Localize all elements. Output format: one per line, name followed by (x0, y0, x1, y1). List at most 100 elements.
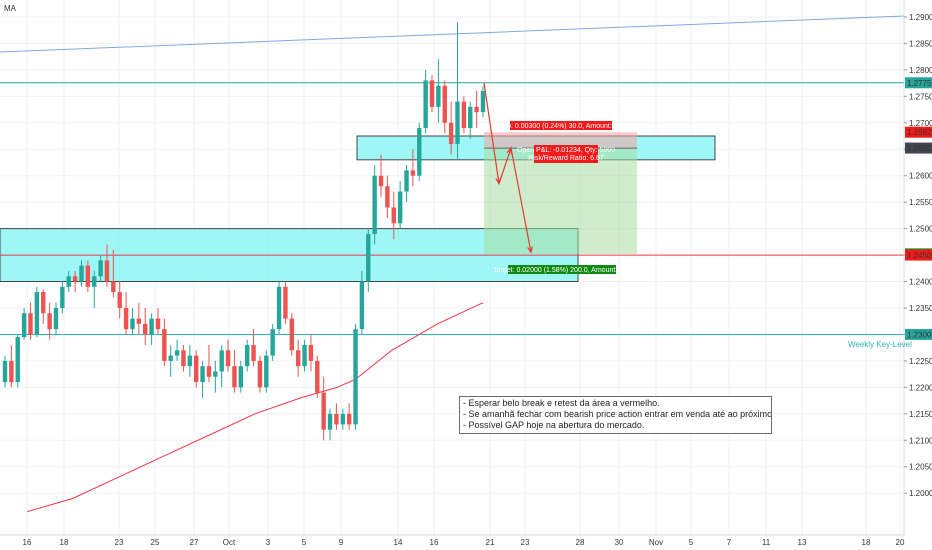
candle-body (168, 355, 173, 361)
open-pnl-label-text: Open P&L: -0.01234, Qty: 5000 (517, 147, 615, 154)
x-tick-label: 27 (190, 538, 199, 547)
stop-label-bg (510, 121, 612, 130)
candle-body (123, 307, 129, 330)
price-axis: 1.29000 1.28500 1.28000 1.27500 1.27000 1.265… (903, 0, 932, 550)
analysis-note[interactable]: - Esperar belo break e retest da área a … (459, 396, 772, 434)
x-tick-label: Nov (649, 538, 663, 547)
price-label-text: 1.26522 (907, 144, 932, 153)
y-tick-label: 1.29000 (909, 13, 932, 22)
candle-body (47, 313, 52, 330)
candle-body (98, 260, 103, 277)
candle-body (270, 329, 275, 356)
y-tick-label: 1.22500 (909, 357, 932, 366)
candle-body (315, 360, 320, 393)
x-tick-label: 25 (151, 538, 160, 547)
position-stop-area (484, 132, 637, 149)
x-tick-label: 16 (23, 538, 32, 547)
candle-body (423, 80, 428, 129)
candle-body (480, 91, 486, 113)
candle-body (66, 276, 71, 287)
candle-body (334, 413, 339, 425)
candle-body (130, 318, 135, 330)
candle-body (321, 392, 326, 430)
candle-body (404, 170, 409, 192)
open-pnl-label: Open P&L: -0.01234, Qty: 5000Risk/Reward… (517, 145, 615, 163)
x-tick-label: 5 (302, 538, 307, 547)
price-label-badge: 1.26822 (905, 126, 932, 138)
indicator-label[interactable]: MA (4, 4, 16, 13)
y-tick-label: 1.20500 (909, 463, 932, 472)
x-tick-label: 20 (896, 538, 905, 547)
candle-body (194, 355, 199, 383)
candle-body (92, 276, 97, 287)
candle-body (85, 265, 91, 287)
price-label-text: 1.23000 (907, 330, 932, 339)
candle-body (283, 286, 288, 319)
candle-body (219, 350, 224, 372)
candle-body (436, 85, 441, 107)
x-tick-label: 9 (339, 538, 344, 547)
y-tick-label: 1.23500 (909, 304, 932, 313)
note-line: - Se amanhã fechar com bearish price act… (463, 409, 772, 419)
x-tick-label: Oct (223, 538, 236, 547)
candle-body (238, 366, 244, 388)
candle-body (468, 106, 473, 129)
candle-body (276, 286, 282, 330)
candle-body (251, 345, 256, 361)
candle-body (429, 80, 435, 107)
time-axis-bg (0, 535, 904, 550)
candle-body (181, 350, 186, 367)
candle-body (474, 106, 479, 113)
candle-body (302, 345, 307, 367)
x-tick-label: 7 (727, 538, 732, 547)
candle-body (353, 329, 358, 425)
y-tick-label: 1.25500 (909, 198, 932, 207)
candle-body (385, 186, 390, 208)
y-tick-label: 1.25000 (909, 225, 932, 234)
candle-body (162, 329, 167, 361)
price-label-badge: 1.24500 (905, 249, 932, 261)
price-label-bg (905, 249, 932, 261)
price-label-bg (905, 126, 932, 138)
projection-arrows (483, 82, 533, 254)
candle-body (410, 170, 416, 176)
x-tick-label: 23 (115, 538, 124, 547)
price-label-badge: 1.27756 (905, 77, 932, 89)
y-tick-label: 1.28000 (909, 66, 932, 75)
y-tick-label: 1.20000 (909, 489, 932, 498)
candles (2, 22, 486, 441)
weekly-key-level-label: Weekly Key-Level (848, 340, 912, 349)
position-target-area (484, 148, 637, 254)
candle-body (9, 360, 14, 383)
candle-body (34, 292, 40, 335)
candle-body (72, 276, 78, 282)
stop-label: Stop: 0.00300 (0.24%) 30.0, Amount: 485 (497, 121, 626, 130)
candle-body (257, 360, 263, 388)
candle-body (53, 307, 59, 330)
candle-body (213, 371, 218, 377)
price-label-text: 1.24500 (907, 251, 932, 260)
candle-body (111, 281, 116, 293)
price-label-bg (905, 77, 932, 89)
candle-body (187, 355, 193, 367)
x-tick-label: 5 (689, 538, 694, 547)
candle-body (117, 292, 122, 308)
candle-body (244, 345, 250, 367)
arrow-head (527, 246, 533, 254)
candle-body (136, 318, 142, 324)
open-pnl-label-text-2: Risk/Reward Ratio: 6.67 (528, 155, 604, 162)
x-tick-label: 21 (486, 538, 495, 547)
candle-body (455, 101, 460, 144)
x-tick-label: 13 (798, 538, 807, 547)
x-tick-label: 3 (266, 538, 271, 547)
candle-body (327, 413, 333, 430)
candle-body (143, 323, 148, 335)
price-label-text: 1.26822 (907, 128, 932, 137)
note-line: - Possível GAP hoje na abertura do merca… (463, 420, 645, 430)
price-label-badge: 1.26522 (905, 142, 932, 154)
y-tick-label: 1.24000 (909, 278, 932, 287)
x-tick-label: 28 (576, 538, 585, 547)
x-tick-label: 18 (862, 538, 871, 547)
candle-body (60, 286, 65, 308)
